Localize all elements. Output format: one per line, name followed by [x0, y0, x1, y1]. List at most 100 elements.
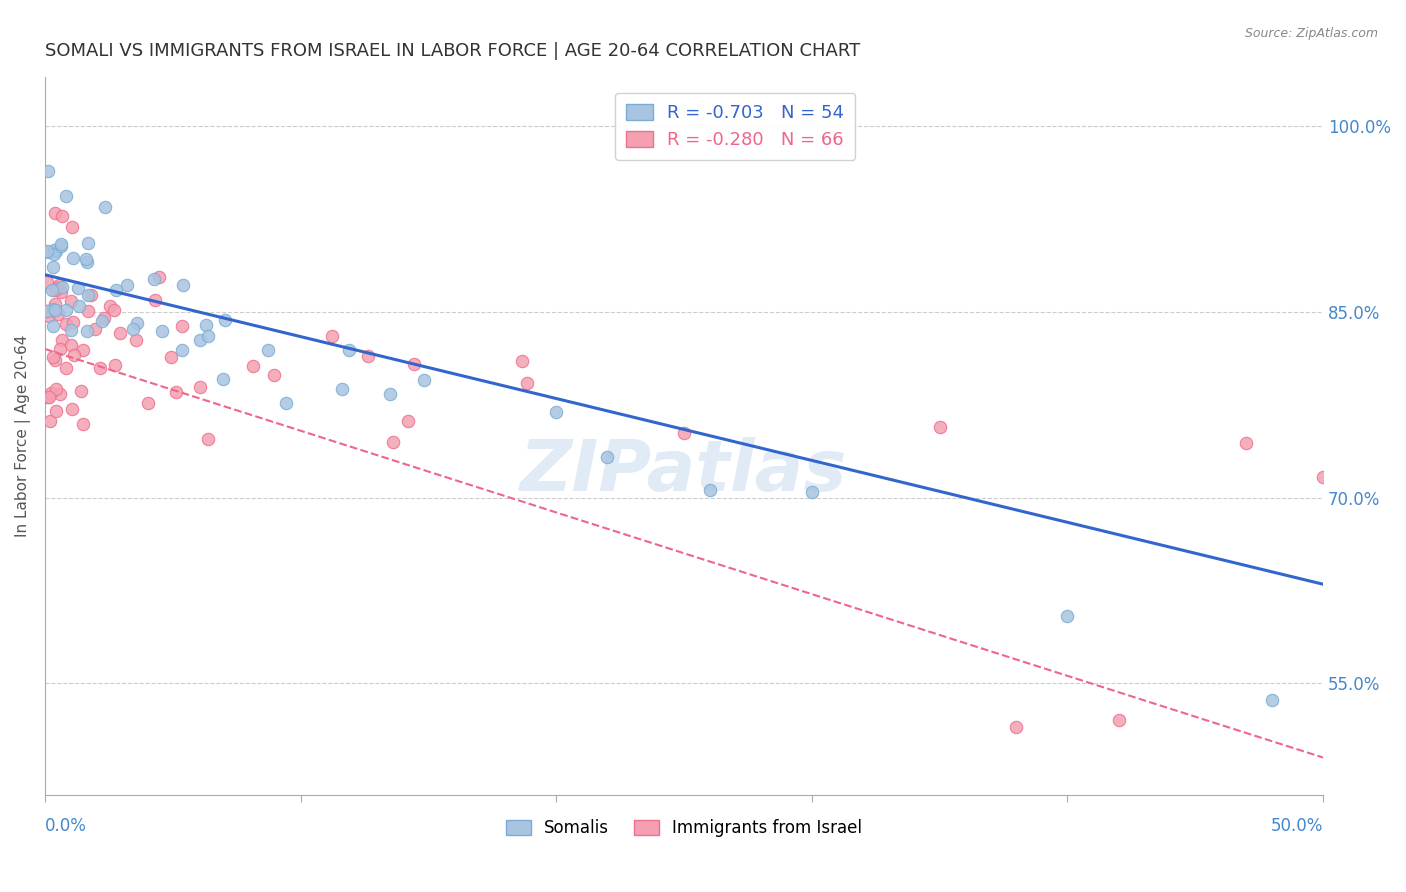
Point	[44, 353, 66, 368]
Point	[60, 219, 83, 234]
Point	[402, 357, 425, 371]
Point	[37, 390, 59, 404]
Point	[165, 385, 187, 400]
Point	[1261, 693, 1284, 707]
Legend: Somalis, Immigrants from Israel: Somalis, Immigrants from Israel	[499, 813, 869, 844]
Point	[104, 283, 127, 297]
Point	[76, 254, 98, 268]
Point	[93, 311, 115, 326]
Point	[38, 310, 60, 324]
Point	[37, 244, 59, 258]
Point	[49, 387, 72, 401]
Point	[72, 417, 94, 431]
Point	[41, 301, 63, 316]
Point	[46, 307, 69, 321]
Point	[63, 348, 86, 362]
Point	[330, 382, 353, 396]
Point	[89, 361, 111, 376]
Point	[67, 281, 90, 295]
Text: SOMALI VS IMMIGRANTS FROM ISRAEL IN LABOR FORCE | AGE 20-64 CORRELATION CHART: SOMALI VS IMMIGRANTS FROM ISRAEL IN LABO…	[45, 42, 860, 60]
Point	[104, 358, 127, 372]
Point	[38, 390, 60, 404]
Text: Source: ZipAtlas.com: Source: ZipAtlas.com	[1244, 27, 1378, 40]
Point	[276, 396, 298, 410]
Point	[172, 277, 194, 292]
Point	[72, 343, 94, 357]
Point	[41, 283, 63, 297]
Point	[49, 285, 72, 300]
Point	[60, 293, 83, 308]
Point	[42, 243, 65, 257]
Point	[37, 303, 59, 318]
Point	[77, 235, 100, 250]
Y-axis label: In Labor Force | Age 20-64: In Labor Force | Age 20-64	[15, 334, 31, 537]
Point	[39, 385, 62, 400]
Point	[44, 382, 66, 396]
Point	[321, 329, 343, 343]
Point	[188, 333, 211, 347]
Point	[55, 318, 77, 332]
Point	[44, 206, 66, 220]
Point	[159, 351, 181, 365]
Point	[197, 329, 219, 343]
Point	[516, 376, 538, 391]
Point	[143, 272, 166, 286]
Point	[51, 279, 73, 293]
Point	[596, 450, 619, 465]
Point	[148, 270, 170, 285]
Point	[62, 252, 84, 266]
Point	[263, 368, 285, 383]
Point	[928, 420, 950, 434]
Point	[49, 236, 72, 251]
Point	[62, 315, 84, 329]
Point	[195, 318, 218, 333]
Point	[381, 435, 404, 450]
Point	[60, 401, 83, 416]
Point	[188, 380, 211, 394]
Point	[110, 326, 132, 340]
Point	[337, 343, 360, 357]
Point	[800, 485, 823, 500]
Point	[125, 334, 148, 348]
Point	[1108, 714, 1130, 728]
Point	[55, 189, 77, 203]
Point	[37, 275, 59, 289]
Point	[76, 324, 98, 338]
Point	[170, 343, 193, 357]
Point	[55, 360, 77, 375]
Point	[672, 426, 695, 441]
Point	[1056, 609, 1078, 624]
Point	[41, 319, 63, 334]
Point	[211, 372, 233, 386]
Point	[1236, 436, 1258, 450]
Point	[1312, 470, 1334, 484]
Text: ZIPatlas: ZIPatlas	[520, 437, 848, 506]
Point	[80, 288, 103, 302]
Point	[143, 293, 166, 307]
Point	[699, 483, 721, 498]
Point	[48, 342, 70, 356]
Point	[136, 396, 159, 410]
Point	[122, 322, 145, 336]
Point	[75, 252, 97, 266]
Point	[257, 343, 280, 357]
Point	[396, 414, 419, 428]
Point	[67, 299, 90, 313]
Point	[37, 164, 59, 178]
Point	[44, 297, 66, 311]
Point	[38, 414, 60, 428]
Point	[51, 209, 73, 223]
Point	[127, 316, 149, 330]
Point	[37, 244, 59, 259]
Point	[51, 333, 73, 347]
Point	[150, 324, 173, 338]
Point	[83, 322, 105, 336]
Point	[380, 386, 402, 401]
Point	[44, 247, 66, 261]
Point	[37, 304, 59, 318]
Point	[59, 323, 82, 337]
Point	[44, 303, 66, 318]
Text: 0.0%: 0.0%	[45, 817, 87, 835]
Point	[170, 318, 193, 333]
Point	[242, 359, 264, 373]
